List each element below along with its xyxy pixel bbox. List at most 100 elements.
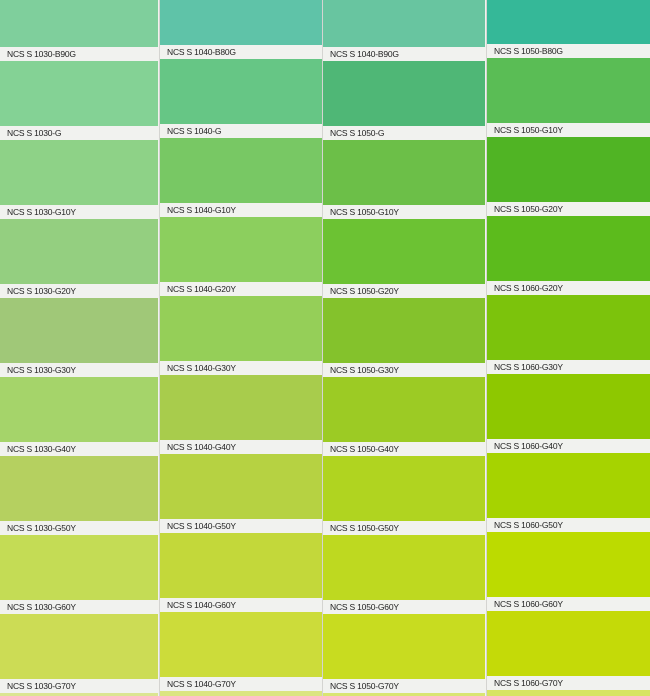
swatch-label-strip: NCS S 1050-G20Y [323,284,485,298]
swatch-column: NCS S 1030-B90G NCS S 1030-G NCS S 1030-G1… [0,0,158,696]
color-swatch [487,216,650,281]
color-swatch [487,137,650,202]
swatch-label: NCS S 1060-G40Y [494,441,563,451]
color-swatch [323,140,485,205]
color-swatch-remnant [0,693,158,696]
swatch-label-strip: NCS S 1030-G30Y [0,363,158,377]
swatch-label: NCS S 1050-G40Y [330,444,399,454]
swatch-label: NCS S 1030-G [7,128,62,138]
swatch-label-strip: NCS S 1050-G10Y [323,205,485,219]
swatch-label-strip: NCS S 1040-G50Y [160,519,322,533]
color-swatch-remnant [323,693,485,696]
swatch-label: NCS S 1030-B90G [7,49,76,59]
swatch-column: NCS S 1040-B90G NCS S 1050-G NCS S 1050-G1… [323,0,485,696]
color-swatch [160,375,322,440]
swatch-label-strip: NCS S 1050-G60Y [323,600,485,614]
color-swatch [0,0,158,47]
color-swatch [0,61,158,126]
color-swatch [487,58,650,123]
color-swatch [323,219,485,284]
swatch-label: NCS S 1060-G70Y [494,678,563,688]
swatch-label-strip: NCS S 1050-G50Y [323,521,485,535]
swatch-label-strip: NCS S 1040-G20Y [160,282,322,296]
color-swatch [323,298,485,363]
swatch-label: NCS S 1040-G40Y [167,442,236,452]
swatch-label: NCS S 1030-G10Y [7,207,76,217]
color-swatch [0,298,158,363]
swatch-label-strip: NCS S 1060-G50Y [487,518,650,532]
swatch-label-strip: NCS S 1060-G70Y [487,676,650,690]
swatch-label: NCS S 1060-G30Y [494,362,563,372]
color-swatch [487,295,650,360]
swatch-label: NCS S 1050-G [330,128,385,138]
swatch-label-strip: NCS S 1030-G10Y [0,205,158,219]
swatch-label: NCS S 1040-G50Y [167,521,236,531]
swatch-label: NCS S 1030-G60Y [7,602,76,612]
color-swatch [0,535,158,600]
swatch-label-strip: NCS S 1040-G30Y [160,361,322,375]
swatch-label-strip: NCS S 1060-G60Y [487,597,650,611]
column-divider [486,0,487,696]
swatch-label-strip: NCS S 1040-B90G [323,47,485,61]
swatch-label-strip: NCS S 1030-G70Y [0,679,158,693]
swatch-label-strip: NCS S 1030-G50Y [0,521,158,535]
column-divider [322,0,323,696]
color-swatch [160,454,322,519]
swatch-label-strip: NCS S 1040-G60Y [160,598,322,612]
swatch-label: NCS S 1060-G50Y [494,520,563,530]
swatch-label-strip: NCS S 1030-G [0,126,158,140]
swatch-label-strip: NCS S 1050-G20Y [487,202,650,216]
swatch-label-strip: NCS S 1030-G40Y [0,442,158,456]
swatch-label: NCS S 1050-B80G [494,46,563,56]
swatch-label-strip: NCS S 1030-B90G [0,47,158,61]
swatch-label-strip: NCS S 1050-G10Y [487,123,650,137]
color-swatch [0,456,158,521]
color-swatch [487,374,650,439]
swatch-label-strip: NCS S 1030-G60Y [0,600,158,614]
color-swatch [160,59,322,124]
color-swatch [160,533,322,598]
color-swatch [323,0,485,47]
swatch-column: NCS S 1050-B80G NCS S 1050-G10Y NCS S 1050… [487,0,650,696]
swatch-label-strip: NCS S 1040-G70Y [160,677,322,691]
column-divider [159,0,160,696]
swatch-label: NCS S 1060-G20Y [494,283,563,293]
color-swatch [487,0,650,44]
color-swatch [160,0,322,45]
swatch-label: NCS S 1040-B90G [330,49,399,59]
color-swatch [160,217,322,282]
color-swatch [160,296,322,361]
swatch-label-strip: NCS S 1060-G20Y [487,281,650,295]
swatch-label: NCS S 1030-G50Y [7,523,76,533]
color-swatch [323,377,485,442]
color-swatch [0,614,158,679]
color-swatch-remnant [160,691,322,696]
swatch-label-strip: NCS S 1030-G20Y [0,284,158,298]
swatch-label: NCS S 1050-G70Y [330,681,399,691]
swatch-label: NCS S 1050-G10Y [494,125,563,135]
color-swatch [487,611,650,676]
swatch-label: NCS S 1050-G50Y [330,523,399,533]
swatch-label-strip: NCS S 1050-G40Y [323,442,485,456]
color-swatch [323,456,485,521]
color-swatch [487,453,650,518]
swatch-column: NCS S 1040-B80G NCS S 1040-G NCS S 1040-G1… [160,0,322,696]
swatch-label: NCS S 1050-G30Y [330,365,399,375]
color-swatch [160,138,322,203]
color-swatch [0,377,158,442]
swatch-label: NCS S 1060-G60Y [494,599,563,609]
swatch-label: NCS S 1040-G10Y [167,205,236,215]
swatch-label: NCS S 1040-G30Y [167,363,236,373]
swatch-label: NCS S 1030-G20Y [7,286,76,296]
swatch-label: NCS S 1040-G [167,126,222,136]
swatch-label: NCS S 1050-G60Y [330,602,399,612]
swatch-label-strip: NCS S 1050-G [323,126,485,140]
swatch-label: NCS S 1050-G10Y [330,207,399,217]
swatch-label: NCS S 1030-G70Y [7,681,76,691]
swatch-label-strip: NCS S 1050-G30Y [323,363,485,377]
color-swatch [323,61,485,126]
swatch-label: NCS S 1030-G30Y [7,365,76,375]
color-swatch [323,535,485,600]
color-swatch [160,612,322,677]
color-swatch [0,140,158,205]
